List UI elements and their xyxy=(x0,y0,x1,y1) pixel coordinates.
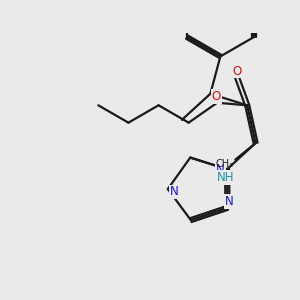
Text: CH₃: CH₃ xyxy=(216,159,234,169)
Text: N: N xyxy=(216,163,225,176)
Text: NH: NH xyxy=(217,171,234,184)
Text: Br: Br xyxy=(277,0,290,1)
Text: O: O xyxy=(232,64,242,78)
Text: N: N xyxy=(225,195,234,208)
Text: O: O xyxy=(212,90,221,103)
Text: N: N xyxy=(170,185,179,199)
